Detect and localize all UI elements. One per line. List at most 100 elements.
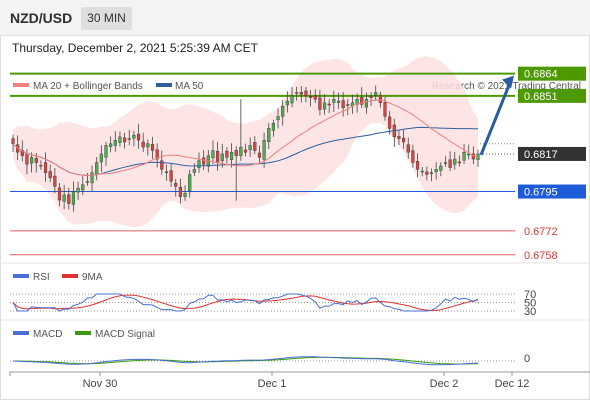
candle: [360, 87, 364, 108]
candle-body: [127, 138, 131, 140]
candle: [225, 147, 229, 164]
candle: [188, 169, 192, 198]
candle-body: [267, 128, 271, 143]
candle: [81, 176, 85, 196]
candle: [425, 166, 429, 181]
level-label-support: 0.6795: [518, 184, 586, 199]
candle-body: [81, 184, 85, 191]
candle-body: [229, 152, 234, 160]
candle-body: [234, 150, 238, 156]
candle-body: [30, 157, 34, 164]
candle-body: [369, 95, 373, 98]
candle: [113, 131, 117, 152]
candle-body: [67, 194, 71, 204]
candle: [415, 153, 420, 178]
candle-body: [397, 136, 401, 139]
rsi-ma-legend-label: 9MA: [82, 272, 103, 283]
candle: [309, 89, 313, 107]
candle: [322, 94, 327, 115]
candle-body: [336, 100, 341, 103]
candle: [304, 86, 308, 103]
forecast-arrow-head: [502, 75, 514, 89]
candle: [318, 89, 322, 116]
candle-body: [276, 116, 280, 121]
candle-body: [332, 99, 336, 103]
level-label-resistance: 0.6864: [518, 66, 586, 81]
candle: [132, 131, 136, 147]
rsi-level-label: 50: [524, 298, 536, 310]
candle: [39, 160, 43, 170]
candle: [257, 145, 262, 164]
candle: [146, 139, 150, 156]
current-price-label: 0.6817: [524, 149, 558, 161]
level-label-target: 0.6758: [524, 250, 558, 262]
ma20-line: [12, 99, 479, 177]
candle: [299, 86, 303, 103]
ma20-legend-swatch: [13, 83, 29, 87]
candle: [164, 164, 169, 181]
candle-body: [169, 170, 173, 182]
candle: [313, 89, 317, 103]
level-label-target: 0.6772: [524, 226, 558, 238]
macd-zero-label: 0: [524, 353, 530, 365]
current-price-box: [518, 146, 586, 161]
candle: [127, 129, 131, 146]
candle-body: [360, 97, 364, 105]
candle: [327, 99, 331, 114]
candle-body: [271, 123, 275, 131]
candle: [285, 91, 289, 113]
level-label-current: 0.6817: [518, 146, 586, 161]
timeframe-badge[interactable]: 30 MIN: [81, 7, 132, 30]
candle-body: [62, 194, 66, 202]
candle: [243, 143, 248, 157]
candle-body: [281, 105, 285, 117]
timestamp: Thursday, December 2, 2021 5:25:39 AM CE…: [12, 41, 258, 55]
candle-body: [415, 161, 420, 170]
candle-body: [95, 162, 99, 175]
x-tick-label: Nov 30: [83, 378, 118, 390]
candle-body: [439, 165, 443, 171]
candle: [248, 137, 252, 157]
candle: [290, 87, 294, 108]
candle-body: [197, 160, 201, 168]
candle-body: [374, 92, 378, 96]
ma50-legend-swatch: [156, 83, 172, 87]
candle-body: [411, 150, 415, 163]
candle-body: [53, 175, 57, 187]
candle-body: [453, 158, 457, 165]
target-level-label: 0.6758: [524, 250, 558, 262]
x-tick-label: Dec 12: [495, 378, 530, 390]
candle: [420, 166, 424, 177]
candle: [467, 144, 471, 160]
candles-layer: [11, 85, 480, 212]
candle-body: [25, 153, 29, 165]
candle: [443, 156, 448, 167]
candle: [123, 132, 127, 149]
level-box-resistance: [518, 88, 586, 103]
candle-body: [285, 100, 289, 106]
rsi-legend-label: RSI: [33, 272, 50, 283]
candle: [411, 144, 415, 168]
ma50-legend-label: MA 50: [175, 81, 204, 92]
candle: [118, 131, 122, 147]
candle: [155, 143, 159, 168]
candle-body: [309, 96, 313, 98]
candle-body: [113, 140, 117, 146]
candle: [76, 181, 80, 200]
candle: [192, 163, 196, 177]
level-lines-layer: [10, 72, 515, 256]
candle: [453, 151, 457, 170]
candle-body: [76, 187, 80, 193]
candle-body: [425, 171, 429, 175]
candle-body: [402, 137, 406, 143]
candle-body: [383, 102, 387, 117]
candle-body: [448, 159, 452, 168]
candle: [239, 99, 243, 161]
candle: [62, 184, 66, 210]
candle-body: [43, 162, 48, 173]
candle-body: [243, 149, 248, 153]
candle: [141, 132, 145, 152]
candle: [457, 155, 461, 167]
candle-body: [257, 152, 262, 158]
